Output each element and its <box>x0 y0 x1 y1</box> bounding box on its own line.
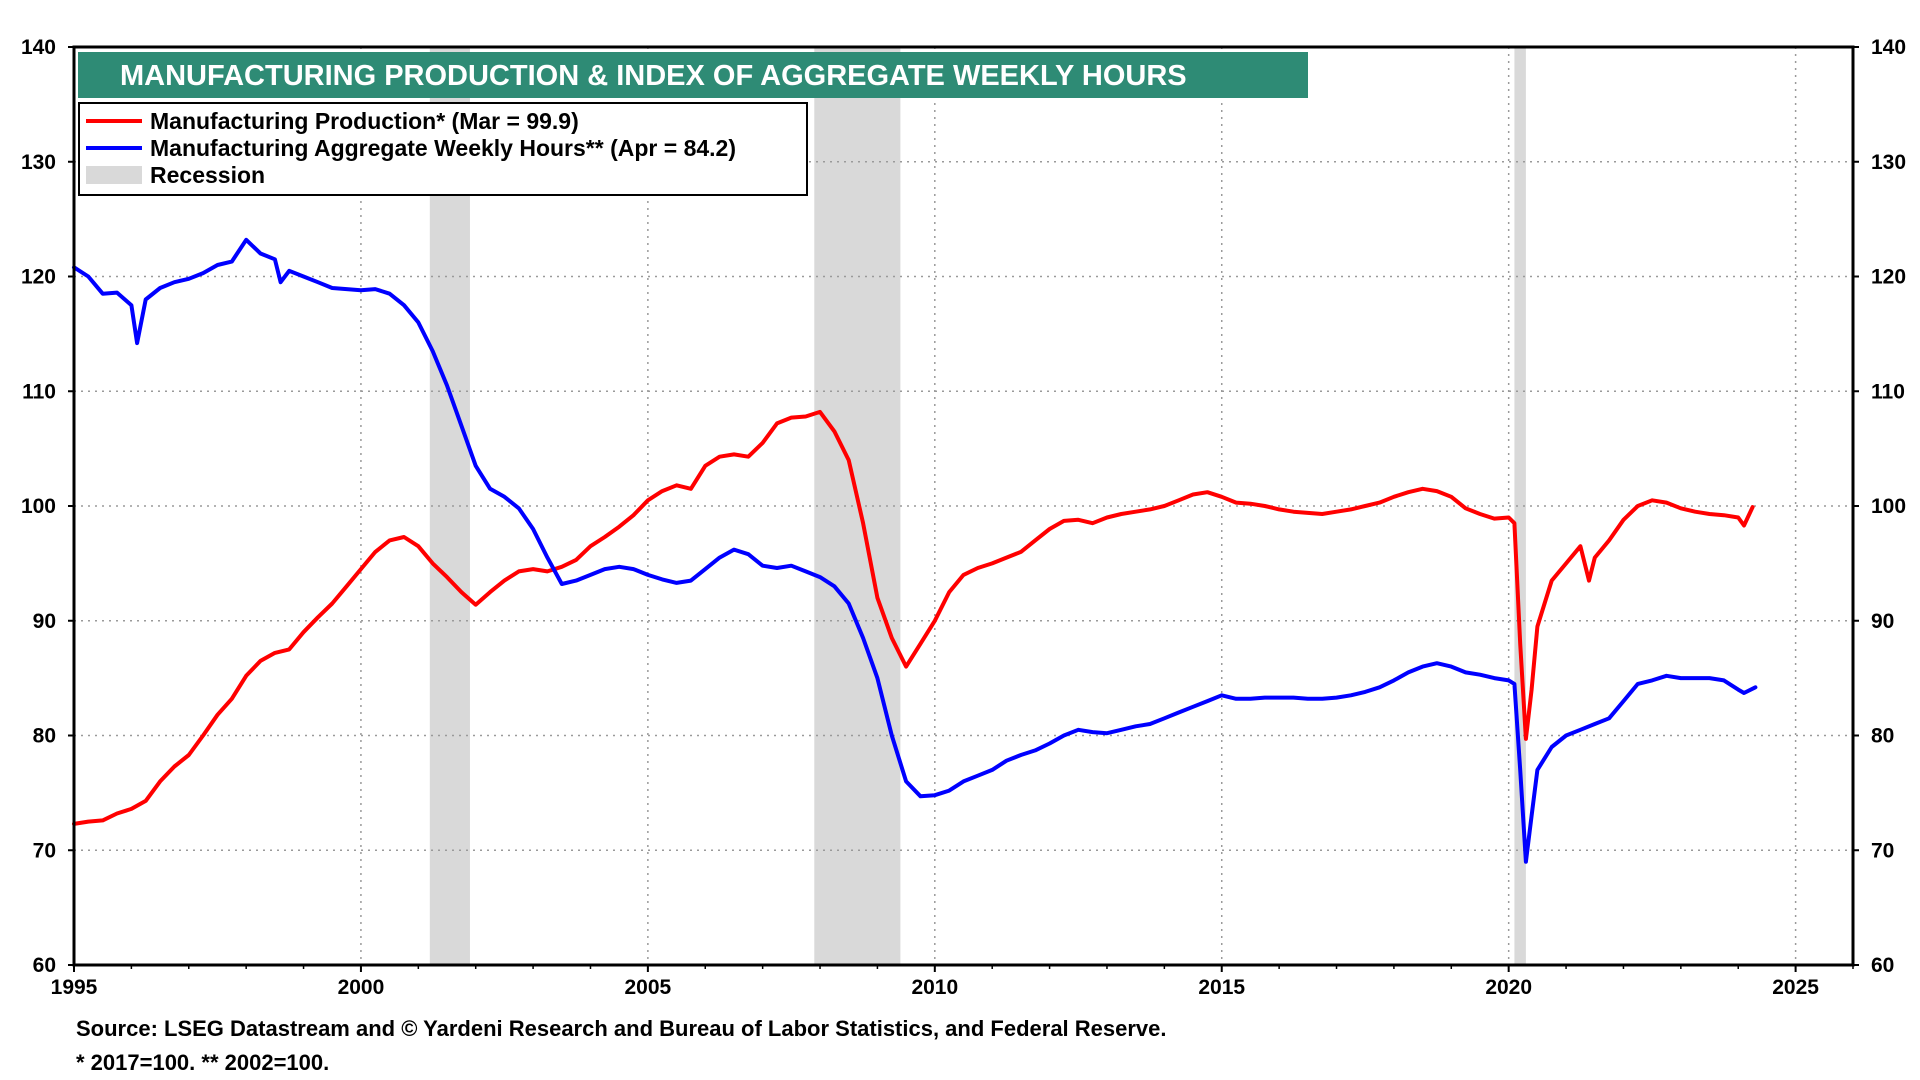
recession-band-2 <box>1514 47 1526 965</box>
y-tick-left-80: 80 <box>33 725 56 748</box>
series-line-0 <box>72 409 1755 826</box>
right-axis-ticks: 60 70 80 90 100 110 120 130 140 <box>1853 36 1906 977</box>
y-tick-right-90: 90 <box>1871 610 1894 633</box>
legend-box <box>78 102 808 196</box>
y-tick-left-140: 140 <box>21 36 56 59</box>
legend: Manufacturing Production* (Mar = 99.9) M… <box>78 102 808 196</box>
x-tick-2015: 2015 <box>1198 976 1245 999</box>
base-year-footnote: * 2017=100. ** 2002=100. <box>76 1050 330 1075</box>
y-tick-right-80: 80 <box>1871 725 1894 748</box>
legend-swatch-recession <box>86 166 142 184</box>
y-tick-left-120: 120 <box>21 266 56 289</box>
legend-label-production: Manufacturing Production* (Mar = 99.9) <box>150 108 579 134</box>
y-tick-left-110: 110 <box>22 380 56 403</box>
series-line-1 <box>72 237 1758 864</box>
y-tick-left-90: 90 <box>33 610 56 633</box>
y-tick-left-70: 70 <box>33 839 56 862</box>
y-tick-right-60: 60 <box>1871 954 1894 977</box>
y-tick-right-120: 120 <box>1871 266 1906 289</box>
y-tick-right-110: 110 <box>1871 380 1905 403</box>
x-tick-2000: 2000 <box>338 976 385 999</box>
x-tick-2005: 2005 <box>625 976 672 999</box>
x-tick-2010: 2010 <box>911 976 958 999</box>
source-footnote: Source: LSEG Datastream and © Yardeni Re… <box>76 1016 1167 1041</box>
title-background <box>78 52 1308 98</box>
recession-band-0 <box>429 47 470 965</box>
y-tick-right-140: 140 <box>1871 36 1906 59</box>
y-tick-right-70: 70 <box>1871 839 1894 862</box>
left-axis-ticks: 60 70 80 90 100 110 120 130 140 <box>21 36 74 977</box>
series-lines <box>72 237 1758 864</box>
y-tick-right-100: 100 <box>1871 495 1906 518</box>
x-axis-ticks: 1995 2000 2005 2010 2015 2020 2025 <box>51 965 1854 999</box>
y-tick-left-130: 130 <box>21 151 56 174</box>
x-tick-2020: 2020 <box>1485 976 1532 999</box>
y-tick-left-100: 100 <box>21 495 56 518</box>
chart-title: MANUFACTURING PRODUCTION & INDEX OF AGGR… <box>120 60 1187 92</box>
legend-label-hours: Manufacturing Aggregate Weekly Hours** (… <box>150 135 736 161</box>
x-tick-2025: 2025 <box>1772 976 1819 999</box>
y-tick-right-130: 130 <box>1871 151 1906 174</box>
y-tick-left-60: 60 <box>33 954 56 977</box>
grid-lines <box>74 47 1853 965</box>
x-tick-1995: 1995 <box>51 976 98 999</box>
legend-label-recession: Recession <box>150 162 265 188</box>
chart-title-banner: MANUFACTURING PRODUCTION & INDEX OF AGGR… <box>78 52 1308 98</box>
